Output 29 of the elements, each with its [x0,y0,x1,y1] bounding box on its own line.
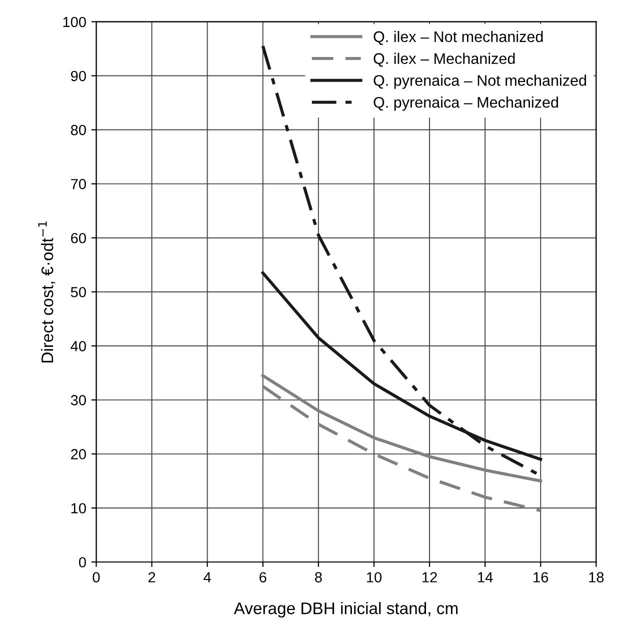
y-tick-label: 100 [63,16,86,28]
x-tick-label: 16 [534,572,548,582]
y-axis-title: Direct cost, €·odt$^{−1}$ [38,222,56,362]
legend-label: Q. ilex – Not mechanized [374,30,543,45]
legend-label: Q. ilex – Mechanized [374,52,515,67]
line-series [261,374,542,482]
legend-label: Q. pyrenaica – Not mechanized [374,74,586,89]
y-tick-label: 10 [71,503,86,514]
x-tick-label: 12 [422,572,437,582]
y-tick-label: 20 [71,449,86,460]
y-tick-label: 0 [78,557,86,568]
x-tick-label: 4 [204,572,211,582]
x-tick-label: 14 [478,572,493,582]
line-series [261,384,542,512]
y-tick-label: 30 [70,395,86,406]
x-tick-label: 2 [148,572,156,582]
x-tick-label: 18 [589,572,604,582]
x-tick-label: 8 [315,572,322,582]
y-tick-label: 80 [70,124,86,136]
x-tick-label: 6 [260,572,266,582]
x-tick-label: 0 [92,572,100,582]
x-axis-title: Average DBH inicial stand, cm [234,602,458,618]
y-tick-label: 60 [71,232,86,244]
legend-label: Q. pyrenaica – Mechanized [374,96,558,111]
y-tick-label: 70 [71,178,86,190]
y-tick-label: 50 [70,286,86,298]
x-tick-label: 10 [366,572,382,582]
y-tick-label: 40 [70,341,86,352]
y-tick-label: 90 [70,70,86,82]
